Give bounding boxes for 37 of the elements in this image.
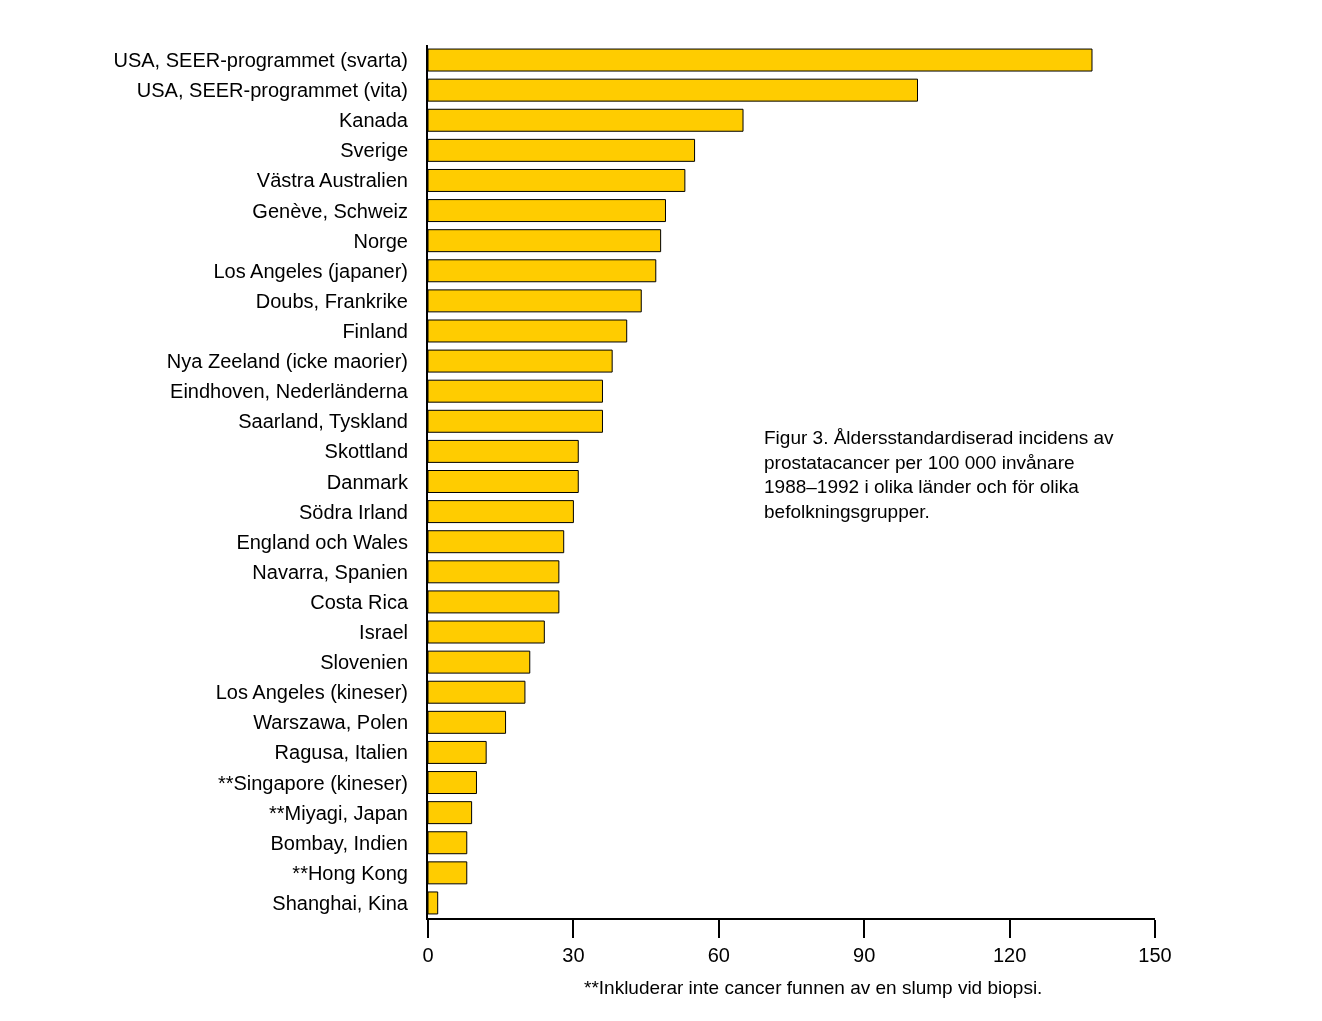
y-tick-label: USA, SEER-programmet (vita) xyxy=(136,79,408,102)
y-tick-label: Eindhoven, Nederländerna xyxy=(170,380,409,403)
y-tick-label: Costa Rica xyxy=(310,590,409,613)
y-tick-label: Nya Zeeland (icke maorier) xyxy=(166,350,408,373)
x-tick-label: 60 xyxy=(707,944,730,966)
x-tick-label: 120 xyxy=(992,944,1027,966)
y-tick-label: Slovenien xyxy=(320,651,408,674)
y-tick-label: Warszawa, Polen xyxy=(253,711,408,734)
x-tick-label: 90 xyxy=(853,944,876,966)
x-tick-label: 0 xyxy=(422,944,434,966)
y-tick-label: Norge xyxy=(353,229,408,252)
y-tick-label: **Miyagi, Japan xyxy=(269,801,408,824)
y-tick-label: Kanada xyxy=(339,109,409,132)
y-tick-label: Los Angeles (japaner) xyxy=(213,259,408,282)
y-tick-label: Sverige xyxy=(340,139,408,162)
y-tick-label: Ragusa, Italien xyxy=(274,741,408,764)
y-tick-label: Skottland xyxy=(324,440,408,463)
y-tick-label: **Singapore (kineser) xyxy=(217,771,408,794)
x-tick-label: 150 xyxy=(1138,944,1172,966)
y-tick-label: Södra Irland xyxy=(299,500,408,523)
y-tick-label: Finland xyxy=(342,319,408,342)
y-tick-label: Bombay, Indien xyxy=(270,831,408,854)
y-tick-label: Shanghai, Kina xyxy=(272,891,409,914)
y-tick-label: **Hong Kong xyxy=(292,861,408,884)
annotation: Figur 3. Åldersstandardiserad incidens av prostatacancer per 100 000 invånare 1988–1992 i olika länder och för olika befolkningsgrupper. xyxy=(764,427,1115,523)
y-tick-label: Israel xyxy=(359,621,408,644)
y-tick-label: Västra Australien xyxy=(256,169,408,192)
y-tick-label: Doubs, Frankrike xyxy=(255,289,408,312)
x-tick-label: 30 xyxy=(562,944,585,966)
y-tick-label: Danmark xyxy=(326,470,409,493)
y-tick-label: Los Angeles (kineser) xyxy=(215,681,408,704)
y-tick-label: England och Wales xyxy=(236,530,408,553)
y-tick-label: Navarra, Spanien xyxy=(252,560,408,583)
y-tick-label: USA, SEER-programmet (svarta) xyxy=(113,49,408,72)
y-tick-label: Genève, Schweiz xyxy=(252,199,408,222)
y-tick-label: Saarland, Tyskland xyxy=(238,410,408,433)
text: **Inkluderar inte cancer funnen av en slump vid biopsi. xyxy=(584,977,1043,998)
